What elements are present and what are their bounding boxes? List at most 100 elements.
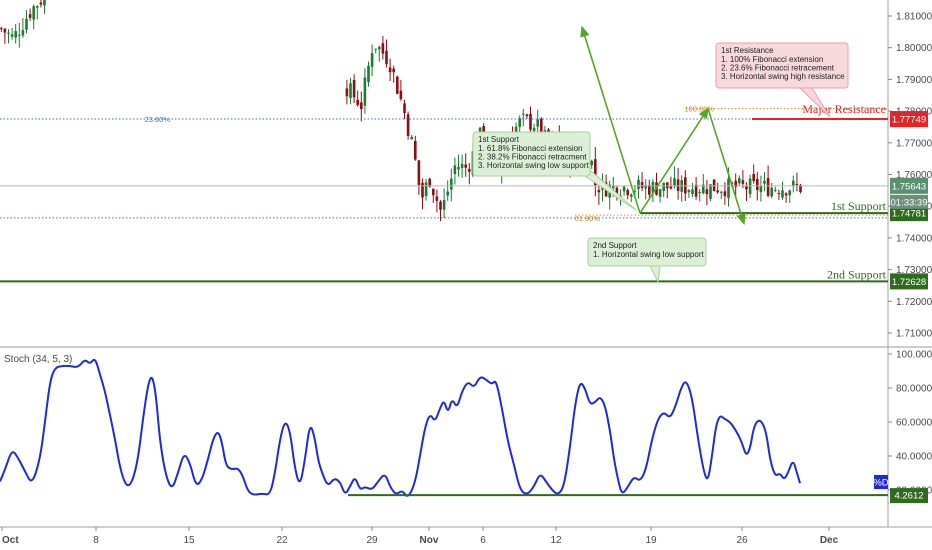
fib-level-label: 23.60%	[145, 115, 171, 124]
candle-body	[723, 191, 727, 197]
candle-body	[39, 2, 43, 5]
price-tick-label: 1.74000	[896, 233, 932, 244]
price-tick-label: 1.80000	[896, 43, 932, 54]
time-tick-label: 19	[645, 535, 657, 546]
candle-body	[748, 178, 752, 195]
candle-body	[10, 34, 14, 37]
callout-line: 3. Horizontal swing low support	[478, 161, 589, 170]
candle-body	[594, 159, 597, 186]
candle-body	[597, 190, 601, 193]
candle-body	[442, 199, 446, 210]
candle-body	[43, 0, 46, 6]
time-tick-label: 8	[93, 535, 99, 546]
callout-line: 3. Horizontal swing high resistance	[721, 72, 845, 81]
candle-body	[799, 184, 802, 192]
candle-body	[7, 32, 10, 34]
candle-body	[457, 166, 460, 170]
candle-body	[644, 184, 647, 189]
level-tag-first_support	[890, 205, 928, 222]
candle-body	[14, 31, 17, 38]
candle-body	[687, 190, 691, 193]
candle-body	[392, 68, 395, 73]
candle-body	[612, 185, 615, 189]
candle-body	[691, 189, 694, 195]
candle-body	[648, 185, 651, 195]
price-tick-label: 1.79000	[896, 75, 932, 86]
candle-body	[518, 118, 521, 127]
level-label-first_support: 1st Support	[831, 199, 887, 213]
level-tag-text-second_support: 1.72628	[892, 277, 926, 288]
candle-body	[356, 99, 359, 105]
price-tick-label: 1.73000	[896, 265, 932, 276]
countdown-text: 01:33:39	[891, 197, 928, 208]
fib-level-label: 61.80%	[575, 214, 601, 223]
candle-body	[345, 88, 349, 97]
time-tick-label: Nov	[420, 535, 439, 546]
candle-body	[532, 127, 536, 132]
candle-body	[702, 184, 705, 194]
time-tick-label: 26	[736, 535, 748, 546]
candle-body	[626, 190, 629, 196]
last-price-tag	[890, 177, 928, 194]
candle-body	[525, 114, 529, 117]
candle-body	[460, 163, 464, 169]
candle-body	[770, 187, 773, 197]
level-tag-major_resistance	[890, 111, 928, 128]
candle-body	[21, 30, 25, 36]
candle-body	[795, 184, 799, 186]
candle-body	[774, 189, 777, 191]
time-tick-label: Dec	[820, 535, 839, 546]
candle-body	[367, 65, 370, 83]
price-axis: 1.710001.720001.730001.740001.750001.760…	[888, 12, 932, 340]
candle-body	[424, 182, 428, 197]
candle-body	[590, 160, 593, 166]
level-label-second_support: 2nd Support	[827, 267, 887, 281]
candle-body	[432, 188, 435, 196]
candle-body	[370, 53, 374, 67]
candle-body	[709, 184, 712, 199]
stoch-tick-label: 60.0000	[896, 418, 932, 429]
candle-body	[32, 6, 35, 20]
candle-body	[673, 178, 676, 186]
candle-body	[435, 196, 439, 201]
last-price-text: 1.75643	[892, 181, 926, 192]
candle-body	[385, 50, 388, 65]
level-tag-second_support	[890, 273, 928, 290]
candle-body	[374, 48, 377, 50]
stoch-title: Stoch (34, 5, 3)	[4, 354, 72, 365]
stoch-support-text: 4.2612	[894, 491, 923, 502]
stoch-tick-label: 80.0000	[896, 384, 932, 395]
callout-line: 1. 61.8% Fibonacci extension	[478, 144, 583, 153]
candle-body	[792, 180, 795, 187]
candle-body	[421, 182, 424, 198]
time-tick-label: 12	[550, 535, 562, 546]
candle-body	[784, 193, 788, 196]
level-tag-text-major_resistance: 1.77749	[892, 115, 926, 126]
candle-body	[450, 178, 453, 190]
candle-body	[637, 179, 640, 190]
candle-body	[712, 179, 716, 192]
callout-line: 2. 23.6% Fibonacci retracement	[721, 64, 835, 73]
candle-body	[698, 192, 701, 194]
candle-body	[745, 186, 748, 190]
candle-body	[536, 119, 539, 127]
candle-body	[756, 178, 759, 191]
candle-body	[669, 186, 673, 189]
candle-body	[28, 14, 32, 18]
candle-body	[439, 201, 442, 210]
candle-body	[633, 190, 637, 192]
fib-arrow	[707, 108, 746, 226]
candle-body	[428, 178, 431, 187]
stoch-series-label: %D	[873, 478, 888, 489]
candle-body	[640, 182, 644, 188]
callout-box	[472, 131, 591, 177]
candle-body	[777, 193, 781, 195]
candle-body	[529, 113, 532, 130]
candle-body	[25, 18, 28, 30]
price-tick-label: 1.81000	[896, 12, 932, 23]
level-label-major_resistance: Major Resistance	[802, 102, 886, 116]
candle-body	[363, 77, 367, 106]
candle-body	[738, 178, 741, 184]
candle-body	[662, 182, 665, 191]
